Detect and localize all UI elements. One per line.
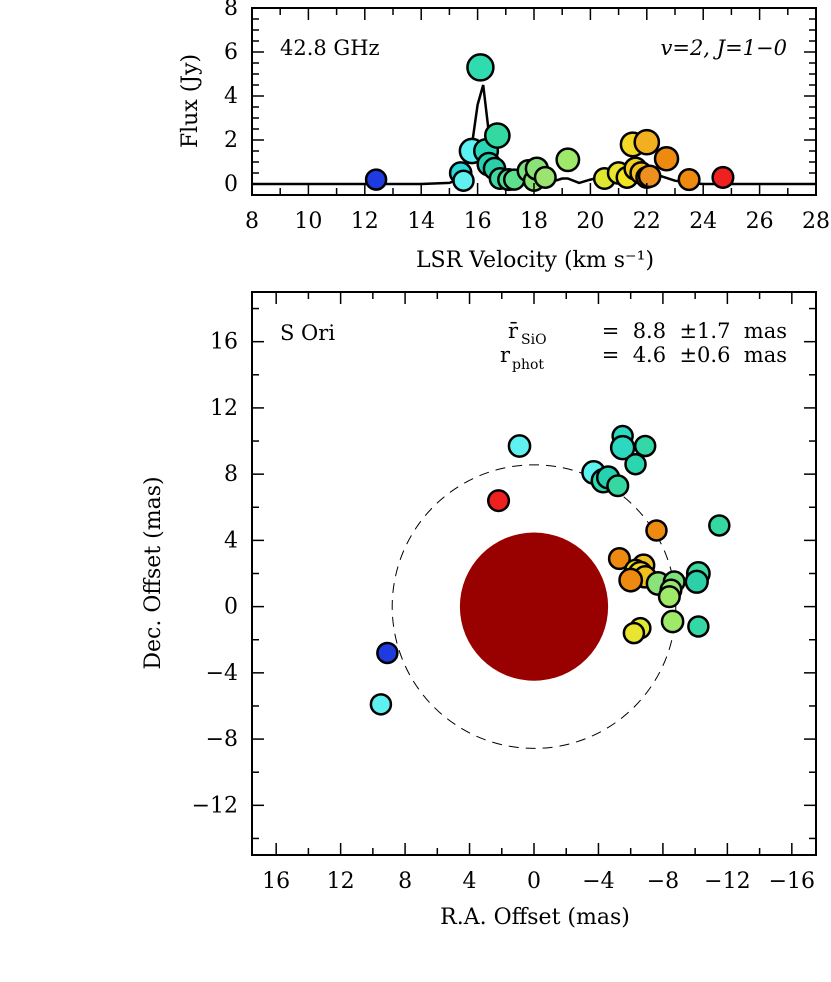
spectrum-y-tick-label: 2 [224, 128, 238, 153]
r-phot-symbol: r [500, 343, 511, 367]
spot-map-x-tick-label: −4 [582, 869, 614, 894]
spectrum-spot [637, 164, 662, 189]
spectrum-x-tick-label: 18 [520, 209, 548, 234]
r-sio-subscript: SiO [521, 332, 547, 348]
spectrum-spot [466, 53, 495, 82]
spectrum-data-layer [252, 53, 816, 192]
maser-spot [618, 567, 644, 593]
spectrum-spot [452, 169, 475, 192]
spot-map-y-axis-title: Dec. Offset (mas) [141, 476, 166, 669]
spot-map-ticks: 16 12 8 4 0 −4 −8 −12 −16 16 12 8 4 0 −4 −8 −12 [192, 292, 816, 894]
spectrum-x-tick-label: 8 [245, 209, 259, 234]
spectrum-spot [711, 165, 735, 189]
spot-map-data-layer [369, 424, 731, 749]
spot-map-x-tick-label: 12 [327, 869, 355, 894]
spectrum-x-tick-label: 28 [802, 209, 830, 234]
spot-map-x-tick-label: 8 [398, 869, 412, 894]
spot-map-x-tick-label: −8 [647, 869, 679, 894]
mean-radius-ring [391, 464, 677, 749]
maser-spot [684, 569, 709, 594]
maser-spot [507, 434, 532, 458]
maser-spot [607, 547, 631, 571]
r-sio-symbol: r̄ [508, 319, 519, 343]
spectrum-spot [677, 168, 701, 192]
maser-spot [657, 585, 681, 609]
spot-map-y-tick-label: 12 [210, 396, 238, 421]
maser-spot [486, 489, 511, 513]
maser-spot [660, 609, 685, 634]
spectrum-x-axis-title: LSR Velocity (km s⁻¹) [416, 248, 654, 273]
spectrum-spot [633, 128, 661, 156]
spectrum-x-tick-label: 20 [576, 209, 604, 234]
spectrum-spot [483, 122, 511, 149]
spot-map-y-tick-label: −8 [206, 727, 238, 752]
spot-map-y-tick-label: 16 [210, 330, 238, 355]
star-name-label: S Ori [280, 321, 335, 345]
r-phot-value: = 4.6 ±0.6 mas [602, 343, 787, 367]
spot-map-x-axis-title: R.A. Offset (mas) [440, 905, 630, 930]
spectrum-spot [555, 147, 581, 173]
spectrum-x-tick-label: 22 [633, 209, 661, 234]
r-sio-value: = 8.8 ±1.7 mas [602, 319, 787, 343]
r-phot-stat: r phot = 4.6 ±0.6 mas [500, 343, 787, 373]
spectrum-spot [533, 165, 557, 189]
spot-map-x-tick-label: 16 [262, 869, 290, 894]
maser-spot [622, 621, 646, 645]
r-sio-stat: r̄ SiO = 8.8 ±1.7 mas [508, 319, 787, 348]
maser-spot [376, 641, 399, 665]
maser-spot [624, 452, 647, 476]
spectrum-y-axis-title: Flux (Jy) [178, 54, 203, 148]
spectrum-y-tick-label: 4 [224, 84, 238, 109]
spectrum-x-tick-label: 12 [351, 209, 379, 234]
spot-map-x-tick-label: 0 [527, 869, 541, 894]
spectrum-x-tick-label: 26 [746, 209, 774, 234]
spectrum-x-tick-label: 16 [464, 209, 492, 234]
spectrum-spot [653, 145, 680, 172]
spot-map-y-tick-label: 0 [224, 595, 238, 620]
maser-spot [708, 514, 731, 537]
maser-spot [369, 693, 393, 716]
maser-spot [687, 615, 710, 638]
maser-spot [645, 519, 668, 542]
spot-map-y-tick-label: −4 [206, 661, 238, 686]
transition-label: v=2, J=1−0 [660, 36, 787, 60]
photosphere-disk [459, 532, 609, 681]
r-phot-subscript: phot [512, 357, 544, 373]
spot-map-x-tick-label: 4 [463, 869, 477, 894]
maser-spot [633, 434, 657, 458]
spot-map-y-tick-label: 8 [224, 462, 238, 487]
spot-map-x-tick-label: −12 [704, 869, 750, 894]
spectrum-y-tick-label: 8 [224, 0, 238, 21]
spot-map-y-tick-label: −12 [192, 793, 238, 818]
spectrum-y-tick-label: 6 [224, 40, 238, 65]
spot-map-y-tick-label: 4 [224, 528, 238, 553]
spot-map-x-tick-label: −16 [769, 869, 815, 894]
frequency-label: 42.8 GHz [280, 36, 380, 60]
spectrum-x-tick-label: 10 [294, 209, 322, 234]
spectrum-x-tick-label: 24 [689, 209, 717, 234]
spectrum-x-tick-label: 14 [407, 209, 435, 234]
spectrum-spot [364, 168, 388, 191]
spot-map-panel: 16 12 8 4 0 −4 −8 −12 −16 16 12 8 4 0 −4 −8 −12 S Ori r̄… [141, 291, 817, 930]
spectrum-y-tick-label: 0 [224, 172, 238, 197]
maser-spot [606, 474, 630, 498]
